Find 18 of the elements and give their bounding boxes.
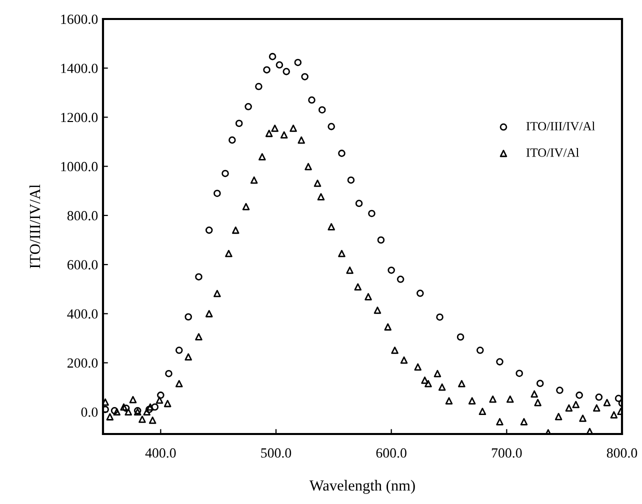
y-tick-label: 400.0 <box>67 309 98 319</box>
x-tick-label: 400.0 <box>145 448 176 458</box>
y-tick-label: 600.0 <box>67 260 98 270</box>
y-tick-label: 200.0 <box>68 358 98 368</box>
x-axis-title: Wavelength (nm) <box>309 480 415 494</box>
y-tick-label: 800.0 <box>67 211 98 220</box>
y-tick-label: 1200.0 <box>61 112 98 122</box>
x-tick-label: 600.0 <box>376 448 406 458</box>
x-tick-label: 700.0 <box>492 448 522 458</box>
legend-label: ITO/III/IV/Al <box>526 122 595 130</box>
y-tick-label: 0.0 <box>81 407 98 417</box>
y-tick-label: 1400.0 <box>61 64 98 74</box>
x-tick-label: 800.0 <box>606 448 638 458</box>
x-tick-label: 500.0 <box>261 448 292 458</box>
y-axis-title: ITO/III/IV/Al <box>29 184 40 268</box>
legend-label: ITO/IV/Al <box>526 148 579 157</box>
y-tick-label: 1000.0 <box>61 162 98 172</box>
y-tick-label: 1600.0 <box>61 14 98 24</box>
